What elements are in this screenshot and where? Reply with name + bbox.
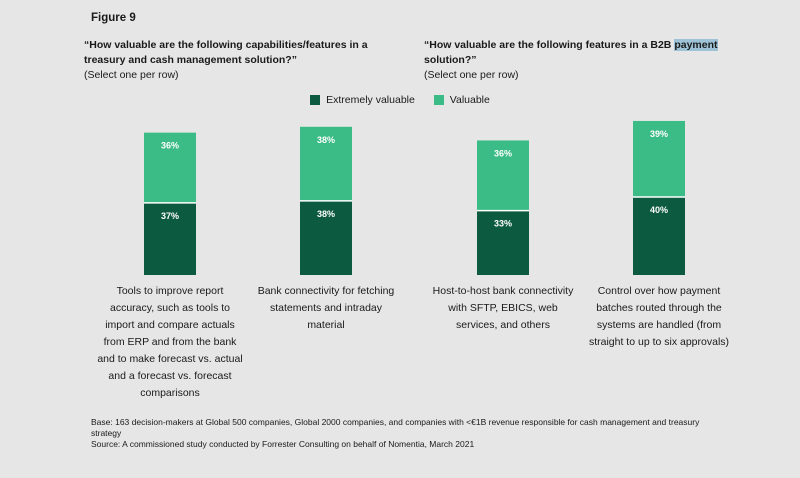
bar-extremely-valuable-2	[300, 200, 352, 275]
bar-valuable-2	[300, 126, 352, 201]
bar-value-valuable-2: 38%	[317, 135, 335, 145]
question-2-title: “How valuable are the following features…	[424, 38, 764, 68]
legend-swatch-valuable	[433, 95, 444, 105]
footnote-source: Source: A commissioned study conducted b…	[91, 439, 475, 449]
bar-valuable-4	[633, 120, 685, 197]
chart-legend: Extremely valuable Valuable	[0, 94, 800, 108]
question-1-title: “How valuable are the following capabili…	[84, 39, 368, 66]
question-1: “How valuable are the following capabili…	[84, 38, 404, 83]
bar-value-extremely-valuable-3: 33%	[494, 219, 512, 229]
bar-extremely-valuable-3	[477, 210, 529, 275]
bar-extremely-valuable-4	[633, 197, 685, 275]
chart-footnote: Base: 163 decision-makers at Global 500 …	[91, 417, 731, 450]
bar-valuable-1	[144, 132, 196, 203]
legend-item-extremely-valuable: Extremely valuable	[310, 94, 415, 106]
figure-label: Figure 9	[91, 12, 136, 24]
legend-label-extremely-valuable: Extremely valuable	[326, 94, 415, 106]
legend-label-valuable: Valuable	[449, 94, 490, 106]
bar-value-valuable-4: 39%	[650, 129, 668, 139]
bar-value-valuable-1: 36%	[161, 141, 179, 151]
category-label-4: Control over how payment batches routed …	[588, 285, 730, 348]
bar-value-extremely-valuable-2: 38%	[317, 209, 335, 219]
bar-value-extremely-valuable-1: 37%	[161, 211, 179, 221]
question-2-title-end: solution?”	[424, 54, 477, 66]
legend-item-valuable: Valuable	[433, 94, 490, 106]
question-2-subtitle: (Select one per row)	[424, 69, 519, 81]
category-label-2: Bank connectivity for fetching statement…	[257, 285, 395, 331]
bar-valuable-3	[477, 140, 529, 211]
question-2-title-start: “How valuable are the following features…	[424, 39, 675, 51]
footnote-base: Base: 163 decision-makers at Global 500 …	[91, 417, 700, 438]
bar-extremely-valuable-1	[144, 202, 196, 275]
category-label-1: Tools to improve report accuracy, such a…	[97, 285, 243, 399]
question-2: “How valuable are the following features…	[424, 38, 764, 83]
legend-swatch-extremely-valuable	[310, 95, 321, 105]
question-1-subtitle: (Select one per row)	[84, 69, 179, 81]
category-label-3: Host-to-host bank connectivity with SFTP…	[432, 285, 574, 331]
bar-value-valuable-3: 36%	[494, 148, 512, 158]
question-2-title-highlight: payment	[674, 39, 718, 51]
bar-value-extremely-valuable-4: 40%	[650, 205, 668, 215]
